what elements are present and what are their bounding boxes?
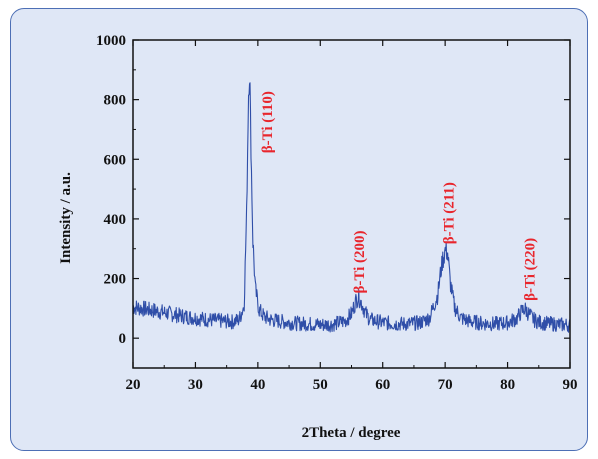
peak-label-4: β-Ti (220): [522, 238, 538, 301]
x-tick-label: 50: [313, 377, 328, 393]
x-tick-label: 40: [250, 377, 265, 393]
xrd-series-line: [132, 82, 571, 333]
y-tick-label: 600: [104, 152, 127, 168]
y-tick-label: 400: [104, 212, 127, 228]
x-axis-title: 2Theta / degree: [302, 425, 401, 441]
peak-label-2: β-Ti (200): [352, 230, 368, 293]
y-tick-label: 800: [104, 93, 127, 109]
x-tick-label: 30: [188, 377, 203, 393]
peak-label-3: β-Ti (211): [441, 182, 457, 244]
x-tick-label: 70: [438, 377, 453, 393]
peak-label-1: β-Ti (110): [260, 91, 276, 153]
plot-frame: [132, 39, 571, 369]
x-tick-label: 90: [563, 377, 578, 393]
x-tick-label: 80: [500, 377, 515, 393]
y-axis-title: Intensity / a.u.: [58, 172, 74, 264]
y-tick-label: 1000: [96, 33, 126, 49]
y-tick-label: 200: [104, 272, 127, 288]
x-tick-label: 20: [126, 377, 141, 393]
y-tick-label: 0: [119, 331, 127, 347]
x-tick-label: 60: [375, 377, 390, 393]
